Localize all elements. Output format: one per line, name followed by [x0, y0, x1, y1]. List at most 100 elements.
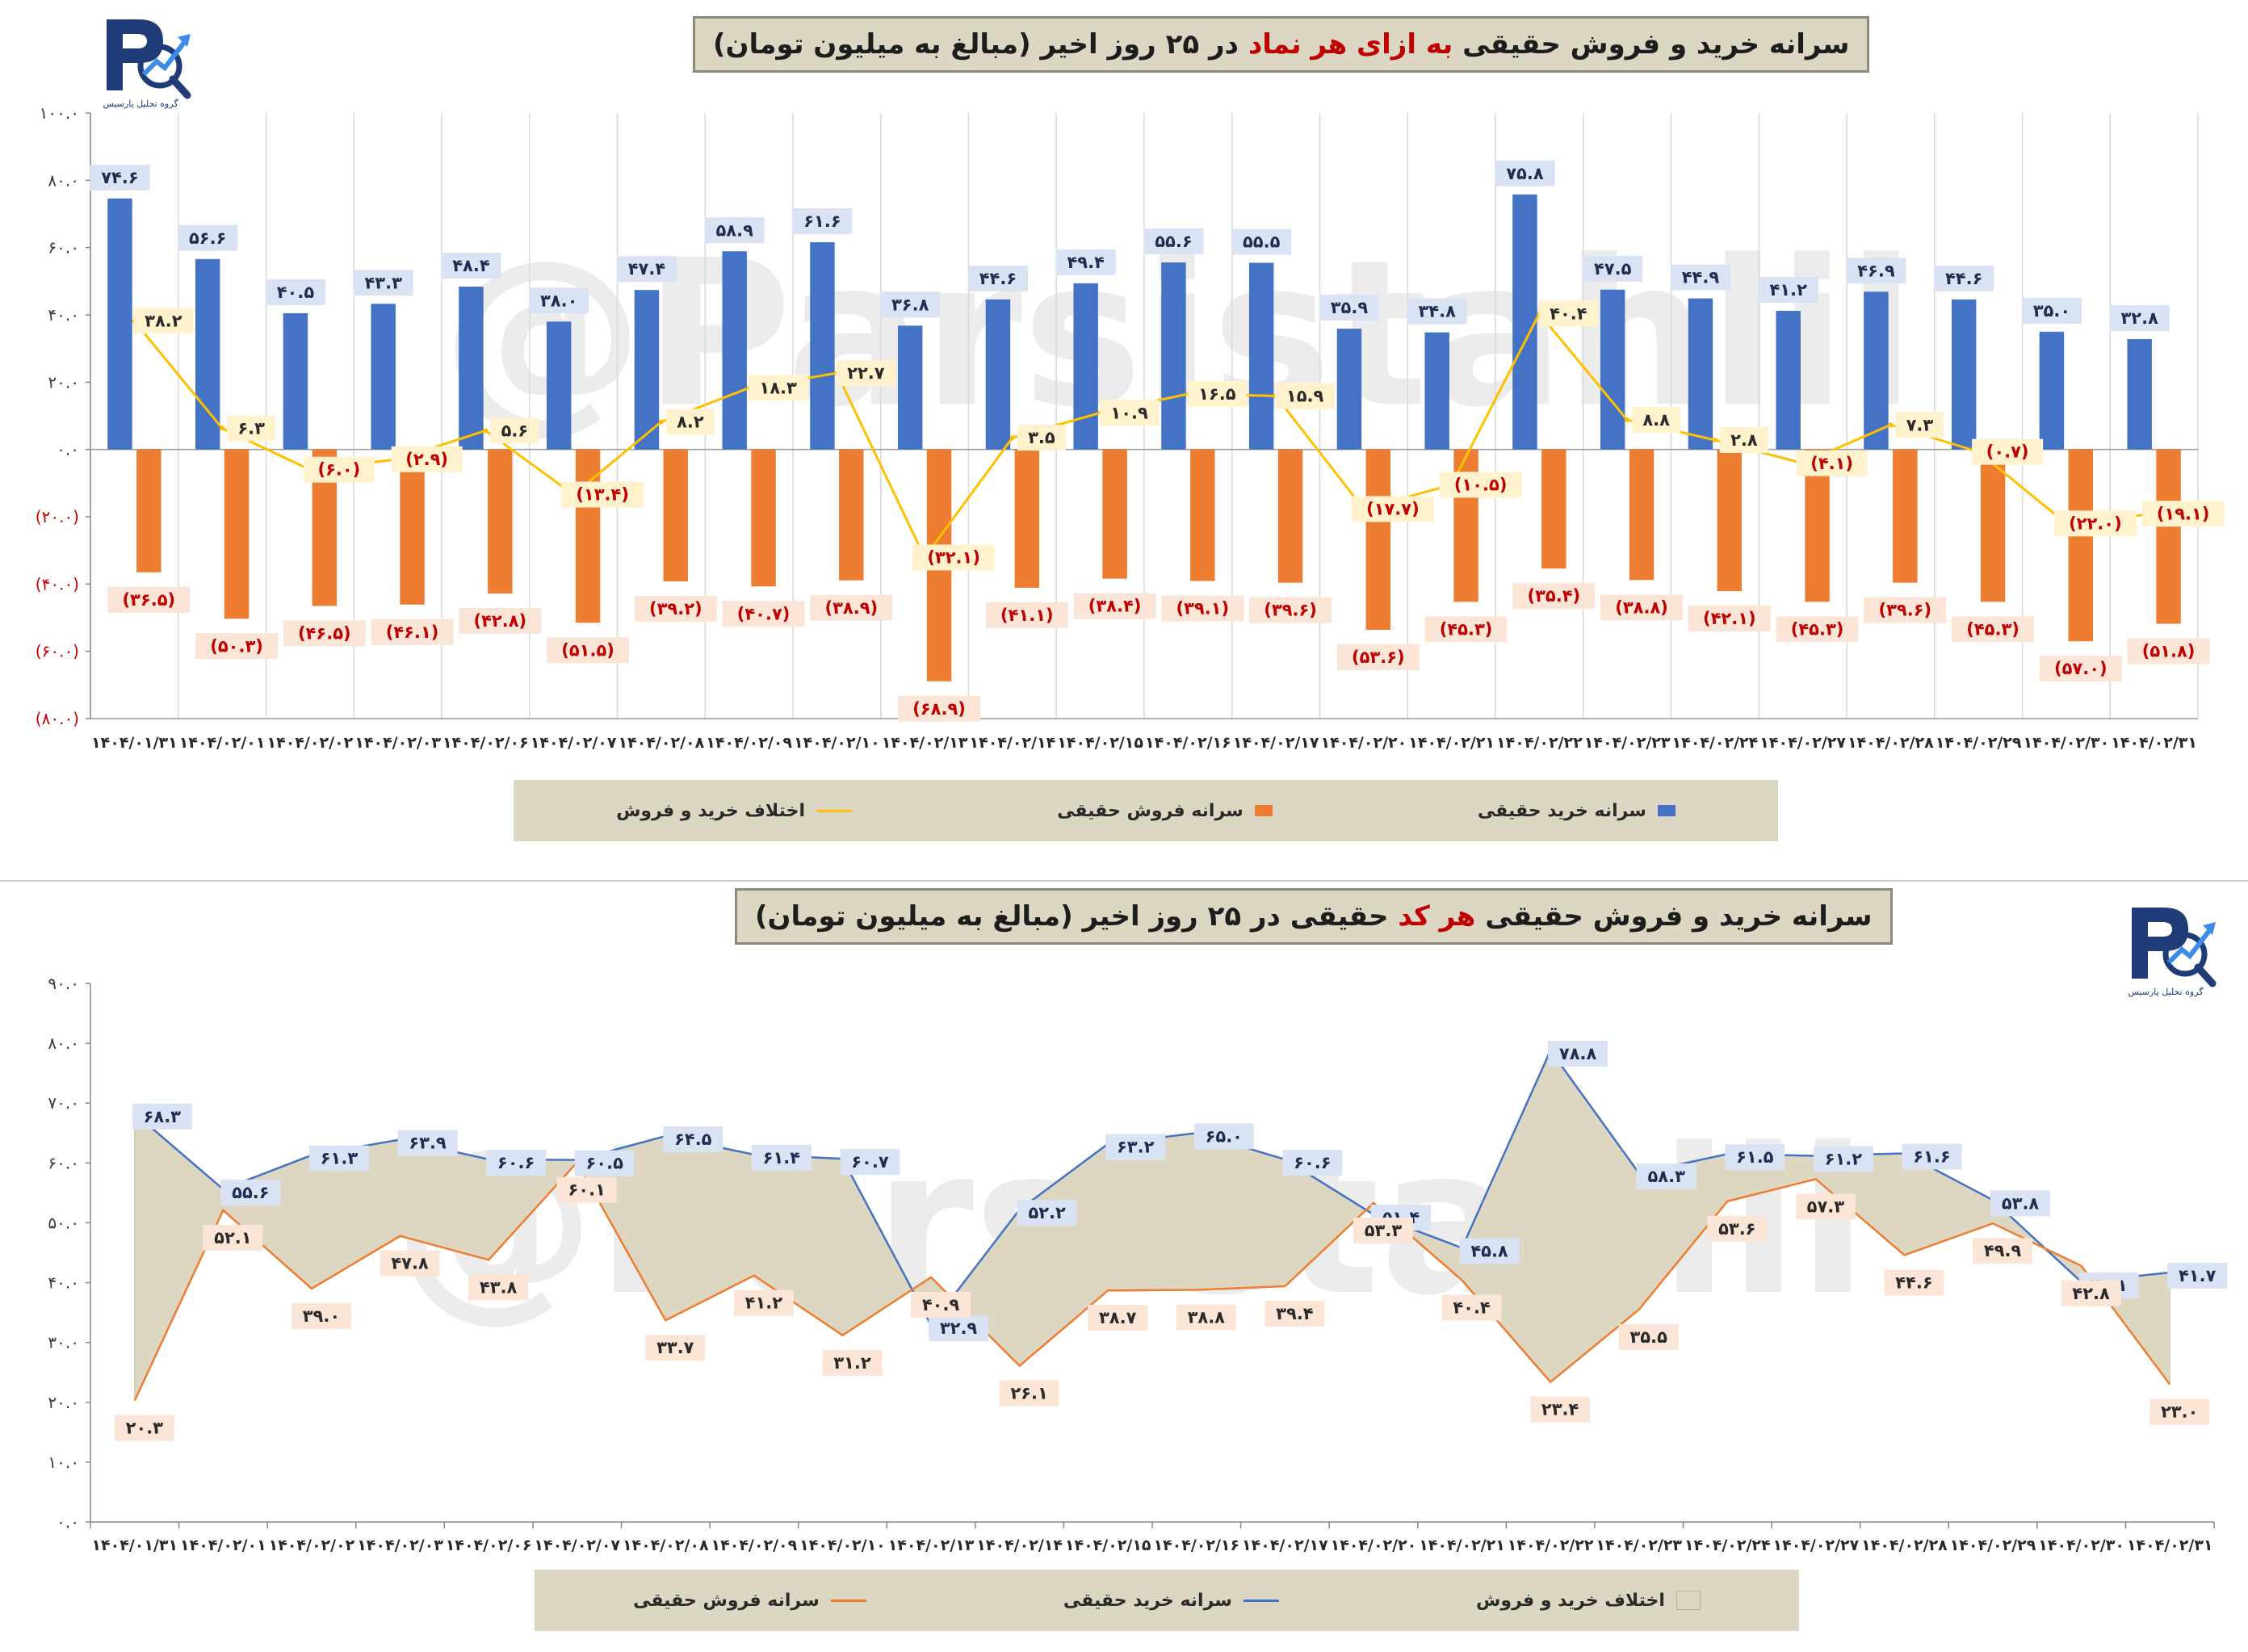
x-tick-label: ۱۴۰۴/۰۲/۰۹ [711, 1537, 798, 1554]
buy-data-label: ۵۵.۶ [1155, 232, 1192, 251]
buy-bar [1512, 194, 1537, 450]
buy-data-label-bg [1017, 1200, 1077, 1226]
x-tick-label: ۱۴۰۴/۰۲/۲۴ [1672, 734, 1759, 752]
chart-title: سرانه خرید و فروش حقیقی هر کد حقیقی در ۲… [735, 888, 1893, 945]
buy-data-label-bg [1548, 1041, 1608, 1067]
diff-data-label-bg [748, 375, 808, 401]
sell-data-label-bg [1707, 1215, 1768, 1242]
buy-data-label: ۴۰.۵ [277, 283, 315, 302]
diff-data-label-bg [1351, 496, 1434, 522]
x-tick-label: ۱۴۰۴/۰۲/۳۱ [2111, 734, 2197, 752]
buy-data-label-bg [2021, 297, 2082, 324]
x-tick-label: ۱۴۰۴/۰۲/۲۲ [1496, 734, 1583, 752]
sell-data-label-bg [1600, 594, 1684, 621]
buy-data-label-bg [1583, 255, 1643, 282]
buy-data-label-bg [967, 265, 1028, 291]
chart-title: سرانه خرید و فروش حقیقی به ازای هر نماد … [693, 16, 1870, 73]
sell-data-label: ۴۱.۲ [745, 1294, 783, 1313]
sell-bar [1365, 449, 1391, 630]
bar-chart-per-symbol: @Parsistahlil (۸۰.۰)(۶۰.۰)(۴۰.۰)(۲۰.۰)۰.… [36, 103, 2225, 752]
y-tick-label: ۶۰.۰ [48, 238, 79, 258]
y-tick-label: ۲۰.۰ [48, 372, 79, 392]
legend-item-diff: اختلاف خرید و فروش [616, 801, 852, 821]
sell-data-label-bg [380, 1250, 440, 1277]
sell-data-label: ۴۷.۸ [391, 1254, 429, 1273]
x-tick-label: ۱۴۰۴/۰۲/۱۴ [970, 734, 1056, 752]
sell-data-label-bg [1353, 1217, 1413, 1243]
x-tick-label: ۱۴۰۴/۰۲/۱۰ [799, 1537, 886, 1554]
sell-bar [1014, 449, 1040, 588]
diff-data-label-bg [1895, 412, 1944, 438]
sell-data-label-bg [1249, 597, 1332, 623]
sell-data-label-bg [1336, 644, 1420, 670]
y-tick-label: ۴۰.۰ [48, 305, 79, 325]
sell-data-label-bg [291, 1302, 351, 1329]
diff-data-label-bg [1275, 383, 1336, 409]
sell-data-label-bg [985, 602, 1068, 628]
buy-data-label-bg [1407, 298, 1467, 325]
legend-swatch-buy [1657, 805, 1676, 816]
sell-bar [1277, 449, 1303, 583]
sell-data-label-bg [1973, 1238, 2033, 1264]
buy-data-label-bg [1846, 258, 1906, 284]
legend-item-buy: سرانه خرید حقیقی [1478, 801, 1676, 821]
buy-data-label: ۵۸.۳ [1647, 1167, 1685, 1186]
sell-data-label: ۳۳.۷ [656, 1338, 694, 1357]
sell-data-label-bg [468, 1274, 529, 1301]
sell-data-label: ۵۳.۶ [1718, 1219, 1755, 1239]
diff-data-label: (۶.۰) [317, 460, 360, 480]
diff-data-label: ۱۵.۹ [1286, 386, 1324, 405]
buy-bar [1688, 298, 1713, 450]
x-tick-label: ۱۴۰۴/۰۲/۲۷ [1773, 1537, 1860, 1554]
x-tick-label: ۱۴۰۴/۰۲/۳۰ [2024, 734, 2110, 752]
x-tick-label: ۱۴۰۴/۰۲/۰۶ [446, 1537, 532, 1554]
sell-data-label: ۴۴.۶ [1895, 1273, 1932, 1292]
buy-data-label: ۶۳.۲ [1117, 1138, 1155, 1157]
sell-data-label: ۳۸.۸ [1188, 1307, 1226, 1327]
legend-label: سرانه خرید حقیقی [1063, 1590, 1232, 1611]
y-tick-label: ۸۰.۰ [48, 170, 79, 190]
buy-data-label-bg [1231, 229, 1292, 255]
legend: اختلاف خرید و فروش سرانه خرید حقیقی سران… [535, 1570, 1799, 1631]
sell-data-label-bg [822, 1349, 883, 1376]
x-tick-label: ۱۴۰۴/۰۲/۰۲ [269, 1537, 355, 1554]
sell-data-label-bg [1688, 606, 1771, 632]
buy-bar [371, 304, 396, 450]
buy-bar [1248, 262, 1274, 450]
sell-data-label: ۳۹.۴ [1276, 1304, 1314, 1323]
y-tick-label: ۱۰.۰ [48, 1453, 79, 1472]
diff-data-label: ۱۸.۳ [759, 378, 797, 397]
buy-bar [1336, 329, 1362, 450]
buy-data-label: ۴۵.۸ [1470, 1242, 1508, 1261]
diff-data-label-bg [836, 360, 896, 387]
buy-data-label: ۶۵.۰ [1206, 1126, 1243, 1146]
sell-data-label: (۳۶.۵) [123, 590, 176, 610]
sell-data-label-bg [634, 596, 717, 622]
diff-point [1009, 435, 1015, 441]
buy-data-label: ۴۴.۹ [1682, 268, 1720, 287]
buy-data-label-bg [1902, 1143, 1962, 1170]
svg-text:گروه تحلیل پارسیس: گروه تحلیل پارسیس [103, 99, 178, 109]
buy-data-label: ۵۳.۸ [2002, 1193, 2040, 1213]
buy-data-label-bg [1636, 1163, 1696, 1189]
sell-bar [488, 449, 513, 593]
x-tick-label: ۱۴۰۴/۰۲/۰۲ [267, 734, 354, 752]
diff-data-label: ۵.۶ [501, 421, 529, 440]
sell-data-label: ۲۳.۴ [1541, 1400, 1579, 1419]
buy-data-label: ۶۱.۲ [1825, 1149, 1863, 1168]
sell-bar [751, 449, 776, 587]
x-tick-label: ۱۴۰۴/۰۲/۲۳ [1584, 734, 1671, 752]
diff-data-label-bg [303, 456, 375, 483]
buy-bar [2039, 331, 2065, 450]
sell-data-label-bg [1176, 1304, 1236, 1331]
x-tick-label: ۱۴۰۴/۰۲/۰۷ [531, 734, 617, 752]
y-tick-label: ۷۰.۰ [48, 1093, 79, 1113]
x-tick-label: ۱۴۰۴/۰۲/۱۶ [1153, 1537, 1239, 1554]
buy-data-label: ۶۱.۳ [321, 1149, 359, 1168]
buy-data-label: ۶۰.۵ [585, 1154, 623, 1173]
diff-point [1888, 422, 1894, 428]
x-tick-label: ۱۴۰۴/۰۲/۱۵ [1057, 734, 1143, 752]
sell-data-label-bg [1441, 1294, 1502, 1321]
sell-line [133, 1160, 2171, 1402]
logo-icon: گروه تحلیل پارسیس [2128, 908, 2217, 997]
